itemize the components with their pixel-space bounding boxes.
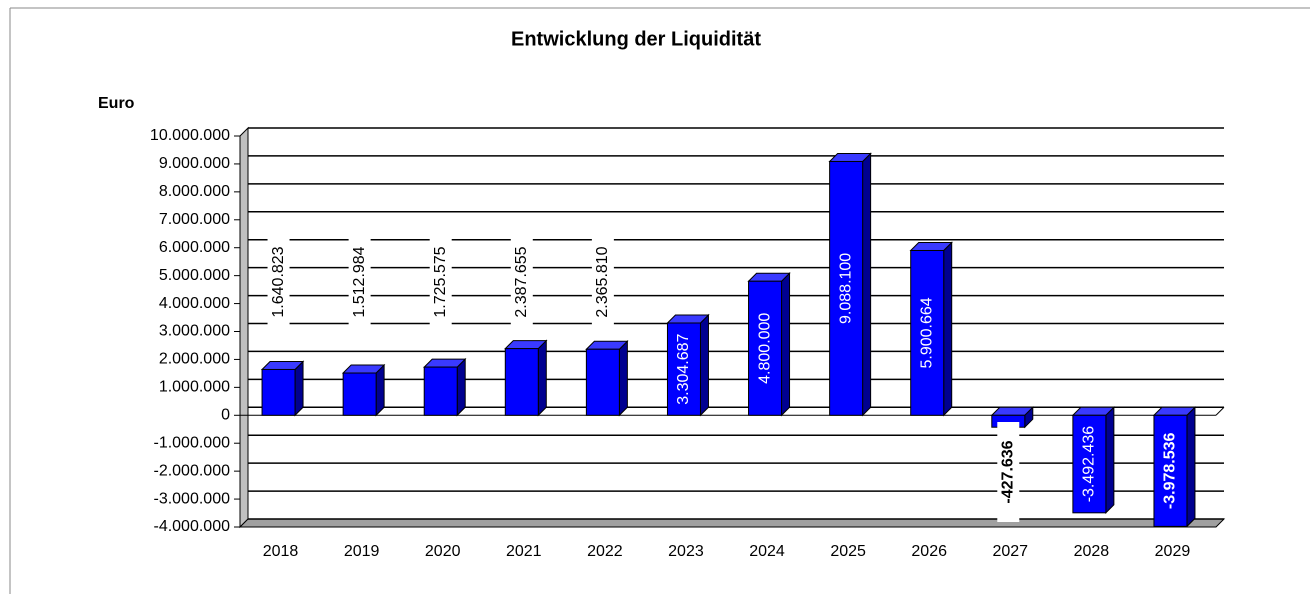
y-tick-label: 3.000.000 [159, 323, 230, 340]
value-label-box [348, 232, 371, 332]
bar-side [781, 272, 791, 417]
value-label-group: 1.640.823 [267, 232, 290, 332]
value-label-group: 1.512.984 [348, 232, 371, 332]
value-label-group: 5.900.664 [918, 297, 935, 368]
bar-top [1071, 406, 1116, 416]
y-tick-label: 5.000.000 [159, 267, 230, 284]
x-tick-label: 2026 [911, 543, 947, 560]
bar-side [862, 152, 872, 417]
value-label-box [591, 232, 614, 332]
left-wall [239, 126, 249, 529]
value-label: 1.725.575 [432, 246, 449, 317]
y-tick-label: 2.000.000 [159, 351, 230, 368]
x-tick-label: 2018 [263, 543, 299, 560]
bar [829, 160, 864, 416]
y-tick-label: -4.000.000 [153, 518, 230, 535]
bar-top [909, 241, 953, 251]
x-tick-label: 2028 [1074, 543, 1110, 560]
y-tick-label: 7.000.000 [159, 211, 230, 228]
bar-side [294, 360, 304, 417]
y-tick-label: 8.000.000 [159, 183, 230, 200]
value-label-box [997, 422, 1020, 522]
bar [585, 348, 620, 416]
value-label-box [429, 232, 452, 332]
x-tick-label: 2019 [344, 543, 380, 560]
bar [261, 368, 296, 416]
floor [238, 518, 1226, 528]
bar-side [1186, 406, 1196, 528]
bar-top [747, 272, 791, 282]
value-label: 4.800.000 [756, 313, 773, 384]
value-label-group: 3.304.687 [675, 333, 692, 404]
y-tick-label: 0 [221, 407, 230, 424]
bar [666, 322, 701, 416]
y-tick-label: 10.000.000 [150, 127, 230, 144]
bar-top [504, 340, 548, 350]
bar-top [585, 340, 629, 350]
x-tick-label: 2022 [587, 543, 623, 560]
value-label: -3.978.536 [1162, 432, 1179, 509]
value-label: 5.900.664 [918, 297, 935, 368]
value-label-box [510, 232, 533, 332]
y-tick-label: 6.000.000 [159, 239, 230, 256]
bar-top [423, 358, 467, 368]
x-tick-label: 2020 [425, 543, 461, 560]
value-label: -427.636 [1000, 440, 1017, 503]
bar-side [456, 357, 466, 417]
value-label-group: -3.978.536 [1162, 432, 1179, 509]
bar [910, 249, 945, 416]
value-label-group: 2.387.655 [510, 232, 533, 332]
bar-top [341, 364, 386, 374]
y-tick-label: 1.000.000 [159, 379, 230, 396]
bar-top [260, 360, 305, 370]
bar [1153, 414, 1188, 527]
bar [342, 372, 377, 416]
x-tick-label: 2024 [749, 543, 785, 560]
y-tick-label: -1.000.000 [153, 434, 230, 451]
zero-line-depth [1215, 406, 1225, 416]
value-label: 2.387.655 [513, 246, 530, 317]
chart-title: Entwicklung der Liquidität [511, 28, 761, 50]
x-tick-label: 2023 [668, 543, 704, 560]
value-label-group: 2.365.810 [591, 232, 614, 332]
x-tick-label: 2025 [830, 543, 866, 560]
bar [423, 366, 458, 416]
value-label-group: -427.636 [997, 422, 1020, 522]
bar-side [943, 241, 953, 417]
value-label-group: 1.725.575 [429, 232, 452, 332]
x-tick-label: 2027 [992, 543, 1028, 560]
x-tick-label: 2029 [1155, 543, 1191, 560]
bar-top [828, 152, 872, 162]
value-label-group: 9.088.100 [837, 253, 854, 324]
bar-top [666, 314, 710, 324]
value-label: 1.512.984 [351, 246, 368, 317]
bar-top [1152, 406, 1197, 416]
bar-top [990, 406, 1034, 416]
value-label-group: 4.800.000 [756, 313, 773, 384]
y-tick-label: 4.000.000 [159, 295, 230, 312]
y-tick-label: -3.000.000 [153, 490, 230, 507]
value-label-group: -3.492.436 [1081, 426, 1098, 503]
bar [1072, 414, 1107, 514]
value-label: -3.492.436 [1081, 426, 1098, 503]
y-tick-label: -2.000.000 [153, 462, 230, 479]
y-axis-label: Euro [98, 95, 135, 112]
value-label: 1.640.823 [270, 246, 287, 317]
value-label-box [267, 232, 290, 332]
bar-side [618, 340, 628, 417]
value-label: 3.304.687 [675, 333, 692, 404]
value-label: 9.088.100 [837, 253, 854, 324]
bar [504, 348, 539, 416]
bar [748, 280, 783, 416]
bar-side [1105, 406, 1115, 515]
bar-side [375, 363, 385, 417]
bar-side [699, 313, 709, 417]
y-tick-label: 9.000.000 [159, 155, 230, 172]
x-tick-label: 2021 [506, 543, 542, 560]
value-label: 2.365.810 [594, 246, 611, 317]
bar-side [537, 339, 547, 417]
